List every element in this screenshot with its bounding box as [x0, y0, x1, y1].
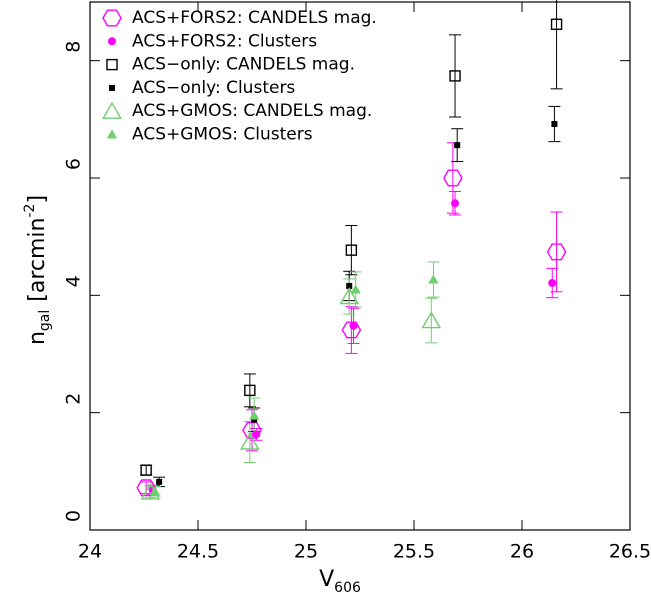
point	[239, 432, 260, 450]
y-label-sup: -2	[22, 204, 38, 218]
legend-label: ACS−only: CANDELS mag.	[132, 55, 355, 75]
point	[449, 70, 461, 82]
point	[136, 479, 157, 497]
x-tick-label: 24.5	[177, 541, 219, 563]
legend-label: ACS+GMOS: Clusters	[132, 125, 313, 145]
y-tick-label: 4	[63, 275, 85, 287]
x-axis-label: V606	[319, 567, 361, 596]
point	[428, 274, 439, 284]
point	[551, 121, 558, 128]
point	[252, 430, 261, 439]
legend-marker	[102, 101, 122, 119]
legend-label: ACS+GMOS: CANDELS mag.	[132, 101, 372, 121]
point	[451, 199, 460, 208]
point	[251, 416, 258, 423]
legend-marker	[102, 9, 122, 27]
legend-label: ACS+FORS2: Clusters	[132, 31, 317, 51]
y-label-close: ]	[25, 195, 50, 204]
y-label-sub: gal	[37, 310, 53, 331]
point	[454, 142, 461, 149]
legend-marker	[108, 37, 116, 46]
x-tick-label: 25	[294, 541, 318, 563]
point	[149, 486, 160, 496]
y-tick-label: 2	[63, 393, 85, 405]
y-axis-label: ngal [arcmin-2]	[22, 195, 53, 345]
y-tick-label: 8	[63, 41, 85, 53]
point	[249, 410, 260, 420]
point	[346, 282, 353, 289]
x-label-main: V	[319, 567, 334, 592]
y-label-main: n	[25, 331, 50, 345]
point	[339, 287, 360, 305]
legend-marker	[106, 58, 118, 71]
x-tick-label: 26	[510, 541, 534, 563]
legend-label: ACS−only: Clusters	[132, 78, 295, 98]
y-tick-label: 0	[63, 510, 85, 522]
legend-marker	[109, 84, 115, 91]
point	[156, 478, 163, 485]
plot-frame	[89, 1, 631, 531]
point	[550, 18, 563, 30]
x-tick-label: 24	[78, 541, 102, 563]
point	[341, 321, 362, 339]
point	[244, 384, 256, 397]
x-tick-label: 25.5	[393, 541, 435, 563]
y-label-unit: [arcmin	[25, 218, 50, 302]
point	[443, 169, 463, 187]
legend-label: ACS+FORS2: CANDELS mag.	[132, 8, 377, 28]
point	[140, 464, 152, 476]
point	[421, 311, 442, 329]
point	[345, 244, 358, 256]
y-tick-label: 6	[63, 158, 85, 170]
point	[349, 321, 358, 330]
point	[350, 284, 361, 294]
legend-marker	[106, 129, 118, 139]
point	[548, 279, 557, 288]
x-tick-label: 26.5	[609, 541, 651, 563]
point	[546, 243, 567, 261]
x-label-sub: 606	[334, 580, 361, 596]
